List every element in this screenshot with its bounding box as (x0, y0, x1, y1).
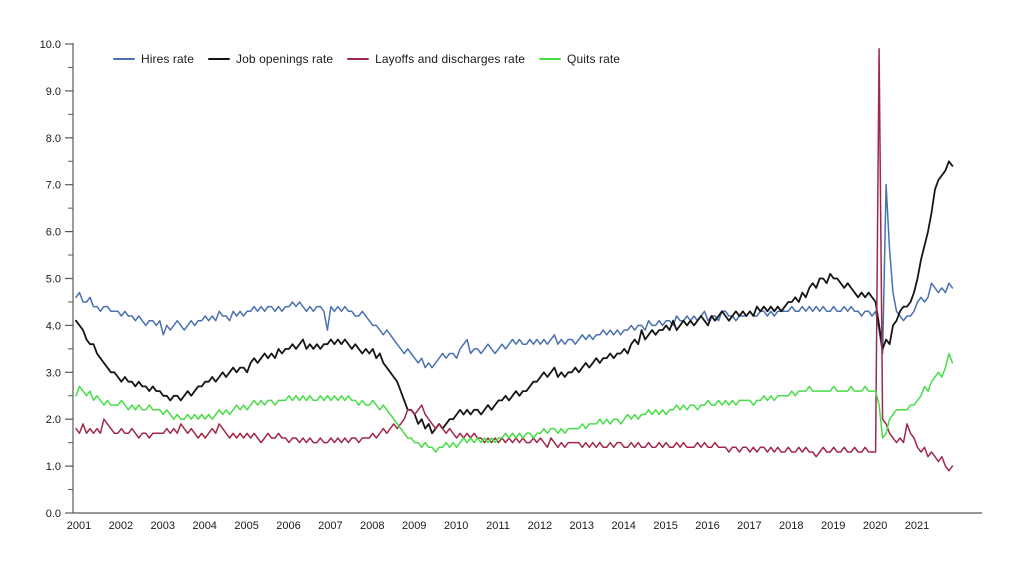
legend-item-hires-rate: Hires rate (113, 52, 194, 66)
job-openings-rate-swatch-icon (208, 57, 231, 61)
x-tick-label: 2004 (192, 520, 216, 532)
layoffs-rate-swatch-icon (347, 57, 370, 61)
x-tick-label: 2008 (360, 520, 384, 532)
x-tick-label: 2011 (486, 520, 510, 532)
x-tick-label: 2003 (151, 520, 175, 532)
x-tick-label: 2017 (737, 520, 761, 532)
legend-item-quits-rate: Quits rate (539, 52, 620, 66)
y-tick-label: 7.0 (46, 180, 61, 192)
y-tick-label: 8.0 (46, 133, 61, 145)
legend-item-layoffs-rate: Layoffs and discharges rate (347, 52, 525, 66)
layoffs-and-discharges-rate-line (75, 47, 954, 472)
axes: 0.0 1.0 2.0 3.0 4.0 5.0 6.0 7.0 8.0 9.0 10.0 2001 20… (40, 39, 982, 532)
x-tick-label: 2012 (528, 520, 552, 532)
y-tick-label: 5.0 (46, 274, 61, 286)
y-tick-label: 3.0 (46, 367, 61, 379)
x-tick-label: 2001 (67, 520, 91, 532)
x-tick-label: 2014 (611, 520, 635, 532)
y-tick-label: 2.0 (46, 414, 61, 426)
y-tick-label: 9.0 (46, 86, 61, 98)
x-tick-label: 2019 (821, 520, 845, 532)
x-tick-label: 2009 (402, 520, 426, 532)
x-tick-label: 2020 (863, 520, 887, 532)
y-tick-label: 6.0 (46, 227, 61, 239)
hires-rate-line (75, 183, 954, 369)
legend-label-quits-rate: Quits rate (567, 52, 621, 66)
x-tick-label: 2013 (570, 520, 594, 532)
x-tick-label: 2015 (653, 520, 677, 532)
x-tick-label: 2007 (318, 520, 342, 532)
chart-legend: Hires rate Job openings rate Layoffs and… (113, 52, 620, 66)
y-tick-label: 0.0 (46, 508, 61, 520)
x-tick-label: 2005 (234, 520, 258, 532)
x-tick-label: 2002 (109, 520, 133, 532)
legend-label-layoffs-rate: Layoffs and discharges rate (375, 52, 526, 66)
quits-rate-line (75, 352, 954, 453)
legend-label-job-openings-rate: Job openings rate (236, 52, 334, 66)
legend-item-job-openings-rate: Job openings rate (208, 52, 333, 66)
x-tick-label: 2016 (695, 520, 719, 532)
x-tick-label: 2006 (276, 520, 300, 532)
y-tick-label: 1.0 (46, 461, 61, 473)
hires-rate-swatch-icon (113, 57, 135, 61)
x-tick-label: 2010 (444, 520, 468, 532)
y-tick-label: 10.0 (40, 39, 61, 51)
quits-rate-swatch-icon (539, 57, 562, 61)
x-tick-label: 2018 (779, 520, 803, 532)
x-tick-label: 2021 (905, 520, 929, 532)
y-tick-label: 4.0 (46, 320, 61, 332)
job-openings-rate-line (75, 160, 954, 435)
legend-label-hires-rate: Hires rate (141, 52, 195, 66)
